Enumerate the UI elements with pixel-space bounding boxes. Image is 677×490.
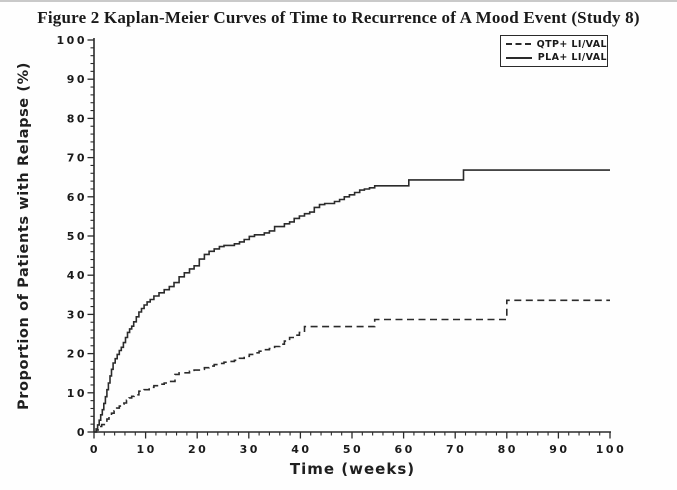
x-tick-label: 60	[394, 443, 414, 456]
y-tick-label: 40	[67, 269, 87, 282]
legend-label-pla: PLA+ LI/VAL	[537, 52, 607, 64]
x-tick-label: 100	[596, 443, 626, 456]
x-tick-label: 80	[498, 443, 518, 456]
legend-row-qtp: QTP+ LI/VAL	[501, 38, 607, 50]
legend-row-pla: PLA+ LI/VAL	[501, 52, 607, 64]
y-tick-label: 100	[57, 34, 87, 47]
x-tick-label: 10	[136, 443, 156, 456]
figure-title: Figure 2 Kaplan-Meier Curves of Time to …	[37, 8, 640, 27]
y-tick-label: 10	[67, 387, 87, 400]
series-pla-curve	[94, 169, 610, 433]
y-tick-label: 60	[67, 191, 87, 204]
x-tick-label: 20	[188, 443, 208, 456]
y-tick-label: 70	[67, 152, 87, 165]
x-tick-label: 30	[240, 443, 260, 456]
x-tick-label: 50	[343, 443, 363, 456]
y-tick-label: 20	[67, 348, 87, 361]
series-qtp-curve	[94, 299, 610, 433]
x-tick-label: 0	[90, 443, 100, 456]
x-tick-label: 70	[446, 443, 466, 456]
y-tick-label: 50	[67, 230, 87, 243]
x-tick-label: 40	[291, 443, 311, 456]
legend: QTP+ LI/VAL PLA+ LI/VAL	[500, 35, 608, 67]
legend-label-qtp: QTP+ LI/VAL	[536, 38, 607, 50]
x-axis-label: Time (weeks)	[289, 460, 416, 478]
y-tick-label: 30	[67, 308, 87, 321]
dashed-line-sample-icon	[506, 43, 531, 46]
y-tick-label: 80	[67, 112, 87, 125]
y-tick-label: 0	[77, 426, 87, 439]
x-tick-label: 90	[549, 443, 569, 456]
y-tick-label: 90	[67, 73, 87, 86]
solid-line-sample-icon	[506, 56, 532, 59]
